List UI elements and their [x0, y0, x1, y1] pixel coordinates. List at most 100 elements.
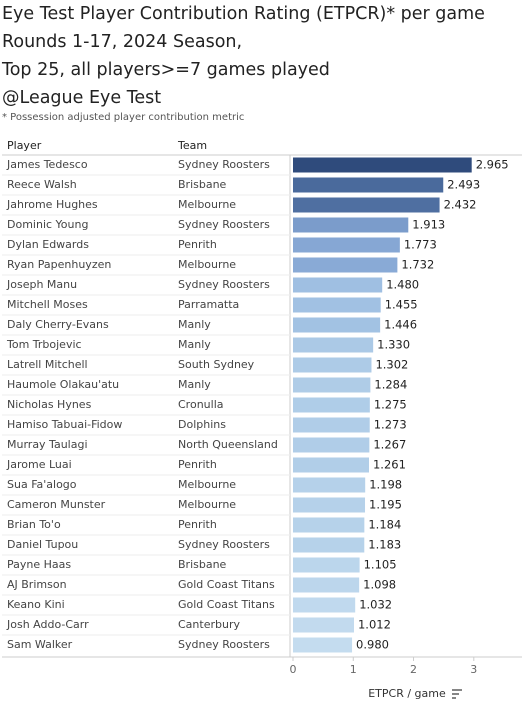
- x-axis-label: ETPCR / game: [368, 687, 446, 700]
- value-label: 1.330: [377, 338, 410, 352]
- team-name: Canterbury: [178, 618, 240, 631]
- bar: [293, 177, 444, 193]
- team-name: Cronulla: [178, 398, 224, 411]
- value-label: 1.198: [369, 478, 402, 492]
- bar: [293, 517, 365, 533]
- x-tick-label: 2: [410, 663, 417, 676]
- player-name: Murray Taulagi: [7, 438, 88, 451]
- bar: [293, 497, 366, 513]
- player-name: Mitchell Moses: [7, 298, 88, 311]
- team-name: Dolphins: [178, 418, 226, 431]
- chart-title: Top 25, all players>=7 games played: [1, 60, 330, 80]
- bar: [293, 637, 353, 653]
- bar: [293, 537, 365, 553]
- player-name: AJ Brimson: [7, 578, 67, 591]
- value-label: 1.183: [368, 538, 401, 552]
- player-name: Josh Addo-Carr: [6, 618, 89, 631]
- bar: [293, 157, 472, 173]
- bar: [293, 577, 360, 593]
- player-name: Ryan Papenhuyzen: [7, 258, 111, 271]
- value-label: 1.446: [384, 318, 417, 332]
- value-label: 1.105: [364, 558, 397, 572]
- team-name: Manly: [178, 338, 211, 351]
- team-name: Gold Coast Titans: [178, 578, 275, 591]
- value-label: 1.273: [374, 418, 407, 432]
- player-name: Cameron Munster: [7, 498, 106, 511]
- chart-title: Eye Test Player Contribution Rating (ETP…: [2, 4, 485, 24]
- player-name: Joseph Manu: [6, 278, 77, 291]
- column-header: Team: [177, 139, 207, 152]
- player-name: Sua Fa'alogo: [7, 478, 77, 491]
- team-name: Sydney Roosters: [178, 218, 270, 231]
- player-name: Keano Kini: [7, 598, 65, 611]
- bar: [293, 297, 381, 313]
- player-name: Daly Cherry-Evans: [7, 318, 109, 331]
- team-name: Gold Coast Titans: [178, 598, 275, 611]
- x-tick-label: 1: [350, 663, 357, 676]
- bar: [293, 617, 354, 633]
- value-label: 1.195: [369, 498, 402, 512]
- bar: [293, 217, 409, 233]
- value-label: 1.455: [385, 298, 418, 312]
- value-label: 1.261: [373, 458, 406, 472]
- team-name: Melbourne: [178, 258, 236, 271]
- chart-title: @League Eye Test: [2, 88, 161, 108]
- player-name: Reece Walsh: [7, 178, 77, 191]
- player-name: Latrell Mitchell: [7, 358, 88, 371]
- column-header: Player: [7, 139, 42, 152]
- team-name: Sydney Roosters: [178, 538, 270, 551]
- team-name: Penrith: [178, 518, 217, 531]
- value-label: 1.098: [363, 578, 396, 592]
- value-label: 1.302: [375, 358, 408, 372]
- team-name: Melbourne: [178, 198, 236, 211]
- subtitle: * Possession adjusted player contributio…: [2, 112, 244, 123]
- player-name: Hamiso Tabuai-Fidow: [7, 418, 122, 431]
- player-name: Jarome Luai: [6, 458, 72, 471]
- player-name: Dylan Edwards: [7, 238, 89, 251]
- player-name: Daniel Tupou: [7, 538, 78, 551]
- value-label: 1.275: [374, 398, 407, 412]
- player-name: Tom Trbojevic: [6, 338, 82, 351]
- player-name: Payne Haas: [7, 558, 71, 571]
- team-name: Penrith: [178, 238, 217, 251]
- bar: [293, 317, 381, 333]
- x-tick-label: 3: [470, 663, 477, 676]
- bar: [293, 417, 370, 433]
- value-label: 1.732: [401, 258, 434, 272]
- value-label: 1.184: [368, 518, 401, 532]
- player-name: Jahrome Hughes: [6, 198, 98, 211]
- value-label: 0.980: [356, 638, 389, 652]
- team-name: South Sydney: [178, 358, 255, 371]
- team-name: Sydney Roosters: [178, 278, 270, 291]
- bar: [293, 257, 398, 273]
- team-name: Sydney Roosters: [178, 158, 270, 171]
- bar: [293, 457, 369, 473]
- sort-icon[interactable]: [452, 689, 462, 699]
- team-name: North Queensland: [178, 438, 278, 451]
- bar: [293, 437, 370, 453]
- player-name: Dominic Young: [7, 218, 88, 231]
- value-label: 1.267: [373, 438, 406, 452]
- bar: [293, 237, 400, 253]
- player-name: Brian To'o: [7, 518, 61, 531]
- bar: [293, 597, 356, 613]
- value-label: 1.012: [358, 618, 391, 632]
- value-label: 1.480: [386, 278, 419, 292]
- value-label: 1.032: [359, 598, 392, 612]
- value-label: 2.965: [476, 158, 509, 172]
- value-label: 1.284: [374, 378, 407, 392]
- bar: [293, 557, 360, 573]
- team-name: Melbourne: [178, 498, 236, 511]
- bar: [293, 357, 372, 373]
- team-name: Penrith: [178, 458, 217, 471]
- bar: [293, 477, 366, 493]
- bar: [293, 277, 383, 293]
- player-name: Nicholas Hynes: [7, 398, 92, 411]
- value-label: 1.773: [404, 238, 437, 252]
- bar: [293, 337, 374, 353]
- player-name: James Tedesco: [6, 158, 88, 171]
- team-name: Melbourne: [178, 478, 236, 491]
- value-label: 2.493: [447, 178, 480, 192]
- bar: [293, 397, 370, 413]
